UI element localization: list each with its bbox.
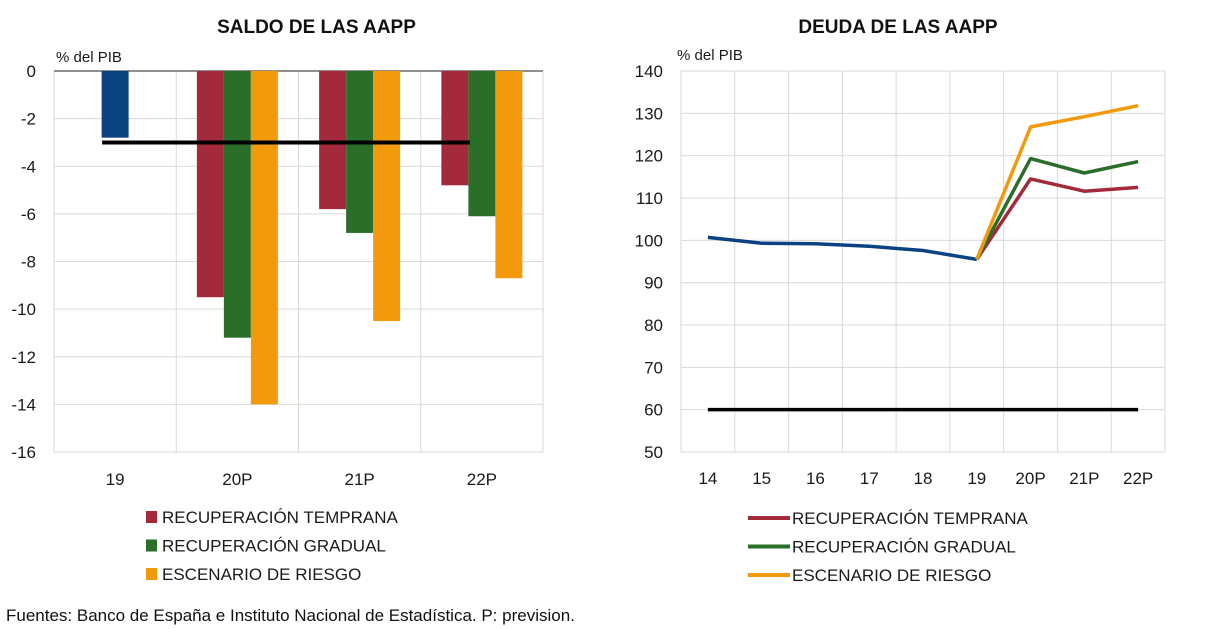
saldo-x-tick-label: 21P bbox=[345, 470, 375, 489]
deuda-x-tick-label: 22P bbox=[1123, 469, 1153, 488]
saldo-legend-swatch bbox=[146, 511, 157, 523]
deuda-y-tick-label: 90 bbox=[644, 274, 663, 293]
saldo-y-tick-label: -4 bbox=[21, 157, 36, 176]
chart-canvas: SALDO DE LAS AAPP % del PIB 0 -2 -4 -6 -8 -10 -1… bbox=[11, 17, 1166, 585]
deuda-y-tick-label: 130 bbox=[635, 104, 663, 123]
saldo-x-tick-label: 20P bbox=[222, 470, 252, 489]
deuda-x-tick-label: 18 bbox=[914, 469, 933, 488]
saldo-x-tick-label: 19 bbox=[106, 470, 125, 489]
saldo-legend-swatch bbox=[146, 539, 157, 552]
saldo-bar bbox=[373, 71, 401, 322]
deuda-x-tick-label: 16 bbox=[806, 469, 825, 488]
saldo-y-tick-label: -16 bbox=[11, 443, 36, 462]
deuda-legend-label: RECUPERACIÓN GRADUAL bbox=[792, 538, 1016, 557]
saldo-y-tick-label: -6 bbox=[21, 205, 36, 224]
deuda-y-tick-label: 60 bbox=[644, 401, 663, 420]
saldo-bar-historical bbox=[101, 71, 129, 138]
deuda-y-tick-label: 110 bbox=[636, 189, 663, 208]
saldo-y-tick-label: -12 bbox=[11, 348, 36, 367]
saldo-bar bbox=[223, 71, 251, 338]
deuda-y-tick-label: 100 bbox=[635, 231, 663, 250]
saldo-y-tick-label: -10 bbox=[11, 300, 36, 319]
saldo-legend-label: RECUPERACIÓN GRADUAL bbox=[162, 537, 386, 556]
deuda-y-tick-label: 80 bbox=[644, 316, 663, 335]
deuda-legend-label: RECUPERACIÓN TEMPRANA bbox=[792, 509, 1028, 528]
saldo-bar bbox=[196, 71, 224, 298]
saldo-x-tick-label: 22P bbox=[467, 470, 497, 489]
deuda-unit-label: % del PIB bbox=[677, 47, 743, 64]
deuda-line bbox=[975, 156, 1139, 261]
deuda-legend-label: ESCENARIO DE RIESGO bbox=[792, 566, 991, 585]
deuda-chart-title: DEUDA DE LAS AAPP bbox=[798, 17, 997, 38]
saldo-bar bbox=[441, 71, 469, 186]
saldo-bar bbox=[495, 71, 523, 279]
saldo-legend-swatch bbox=[146, 568, 157, 580]
saldo-bar bbox=[468, 71, 496, 217]
saldo-chart-title: SALDO DE LAS AAPP bbox=[217, 17, 416, 38]
deuda-line bbox=[975, 177, 1139, 261]
deuda-y-tick-label: 120 bbox=[635, 147, 663, 166]
deuda-line bbox=[975, 103, 1139, 261]
saldo-y-tick-label: 0 bbox=[27, 62, 36, 81]
deuda-line-historical bbox=[707, 235, 978, 262]
deuda-y-tick-label: 50 bbox=[644, 443, 663, 462]
saldo-y-tick-label: -2 bbox=[21, 110, 36, 129]
saldo-bar bbox=[250, 71, 278, 405]
source-note: Fuentes: Banco de España e Instituto Nac… bbox=[6, 606, 575, 625]
saldo-y-tick-label: -14 bbox=[11, 395, 36, 414]
saldo-bar bbox=[319, 71, 347, 210]
deuda-x-tick-label: 15 bbox=[752, 469, 771, 488]
deuda-x-tick-label: 21P bbox=[1069, 469, 1099, 488]
saldo-legend-label: ESCENARIO DE RIESGO bbox=[162, 565, 361, 584]
deuda-x-tick-label: 19 bbox=[967, 469, 986, 488]
deuda-x-tick-label: 20P bbox=[1015, 469, 1045, 488]
deuda-x-tick-label: 14 bbox=[698, 469, 717, 488]
deuda-y-tick-label: 70 bbox=[644, 358, 663, 377]
saldo-bar bbox=[346, 71, 374, 233]
saldo-legend-label: RECUPERACIÓN TEMPRANA bbox=[162, 508, 398, 527]
deuda-y-tick-label: 140 bbox=[635, 62, 663, 81]
saldo-y-tick-label: -8 bbox=[21, 253, 36, 272]
saldo-unit-label: % del PIB bbox=[56, 49, 122, 66]
deuda-x-tick-label: 17 bbox=[860, 469, 879, 488]
